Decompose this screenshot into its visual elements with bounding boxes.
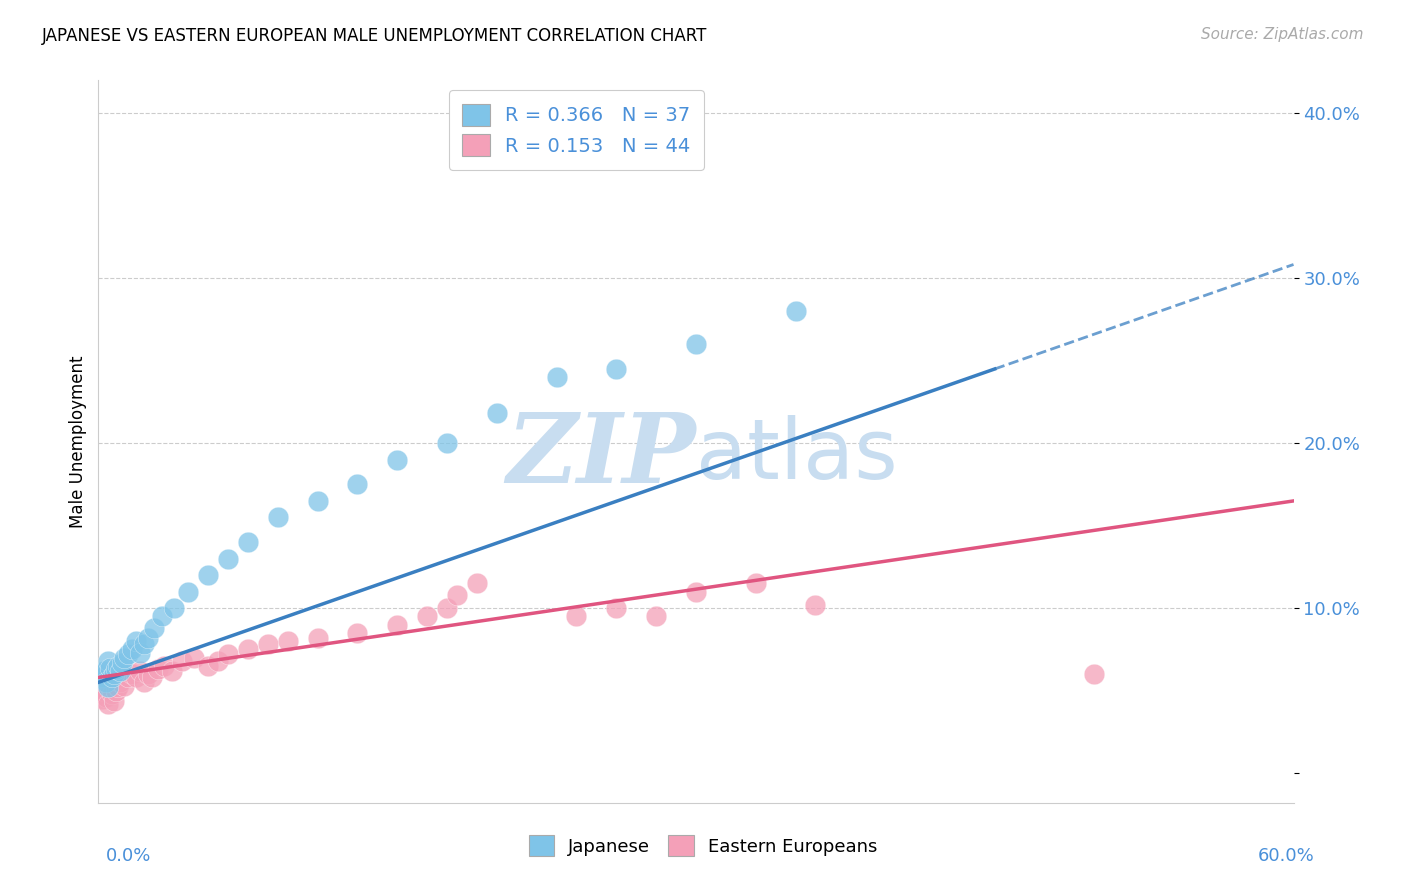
Point [150,609,173,624]
Point [605,601,627,615]
Point [125,634,148,648]
Point [346,477,368,491]
Point [117,648,139,662]
Point [385,452,409,467]
Text: JAPANESE VS EASTERN EUROPEAN MALE UNEMPLOYMENT CORRELATION CHART: JAPANESE VS EASTERN EUROPEAN MALE UNEMPL… [42,27,707,45]
Point [103,693,125,707]
Point [307,494,329,508]
Point [97,697,120,711]
Point [236,535,259,549]
Point [785,304,807,318]
Point [110,664,132,678]
Text: 0.0%: 0.0% [105,847,150,864]
Text: Source: ZipAtlas.com: Source: ZipAtlas.com [1201,27,1364,42]
Point [125,670,148,684]
Point [804,598,827,612]
Point [685,584,707,599]
Point [93,664,115,678]
Point [172,654,194,668]
Point [1083,667,1105,681]
Point [97,681,120,695]
Point [107,681,129,695]
Point [97,654,120,668]
Y-axis label: Male Unemployment: Male Unemployment [69,355,87,528]
Point [129,664,152,678]
Point [436,601,458,615]
Point [605,362,627,376]
Point [96,690,118,705]
Point [217,551,239,566]
Point [256,637,278,651]
Point [93,683,115,698]
Point [163,601,186,615]
Point [136,667,159,681]
Point [96,675,118,690]
Point [177,584,200,599]
Point [183,650,205,665]
Point [416,609,439,624]
Point [346,626,368,640]
Text: 60.0%: 60.0% [1258,847,1315,864]
Point [277,634,299,648]
Point [160,664,183,678]
Point [217,648,239,662]
Point [129,646,152,660]
Point [745,576,768,591]
Point [385,617,409,632]
Point [236,642,259,657]
Point [117,670,139,684]
Point [89,687,111,701]
Text: ZIP: ZIP [506,409,696,503]
Point [136,631,159,645]
Point [134,675,156,690]
Point [197,659,219,673]
Legend: Japanese, Eastern Europeans: Japanese, Eastern Europeans [520,826,886,865]
Point [105,683,128,698]
Point [105,662,128,676]
Point [141,670,163,684]
Point [101,687,124,701]
Point [436,436,458,450]
Point [465,576,488,591]
Point [103,667,125,681]
Point [267,510,290,524]
Point [148,662,170,676]
Point [207,654,229,668]
Point [197,568,219,582]
Point [107,659,129,673]
Point [111,656,134,670]
Point [485,407,508,421]
Point [134,637,156,651]
Point [112,650,135,665]
Point [685,337,707,351]
Legend: R = 0.366   N = 37, R = 0.153   N = 44: R = 0.366 N = 37, R = 0.153 N = 44 [449,90,704,169]
Point [446,588,468,602]
Point [91,670,114,684]
Point [98,681,122,695]
Point [101,670,124,684]
Point [121,642,143,657]
Point [565,609,588,624]
Point [307,631,329,645]
Point [89,667,111,681]
Point [112,679,135,693]
Point [546,370,568,384]
Point [91,691,114,706]
Text: atlas: atlas [696,416,897,497]
Point [645,609,668,624]
Point [98,660,122,674]
Point [110,675,132,690]
Point [153,659,176,673]
Point [121,667,143,681]
Point [143,621,166,635]
